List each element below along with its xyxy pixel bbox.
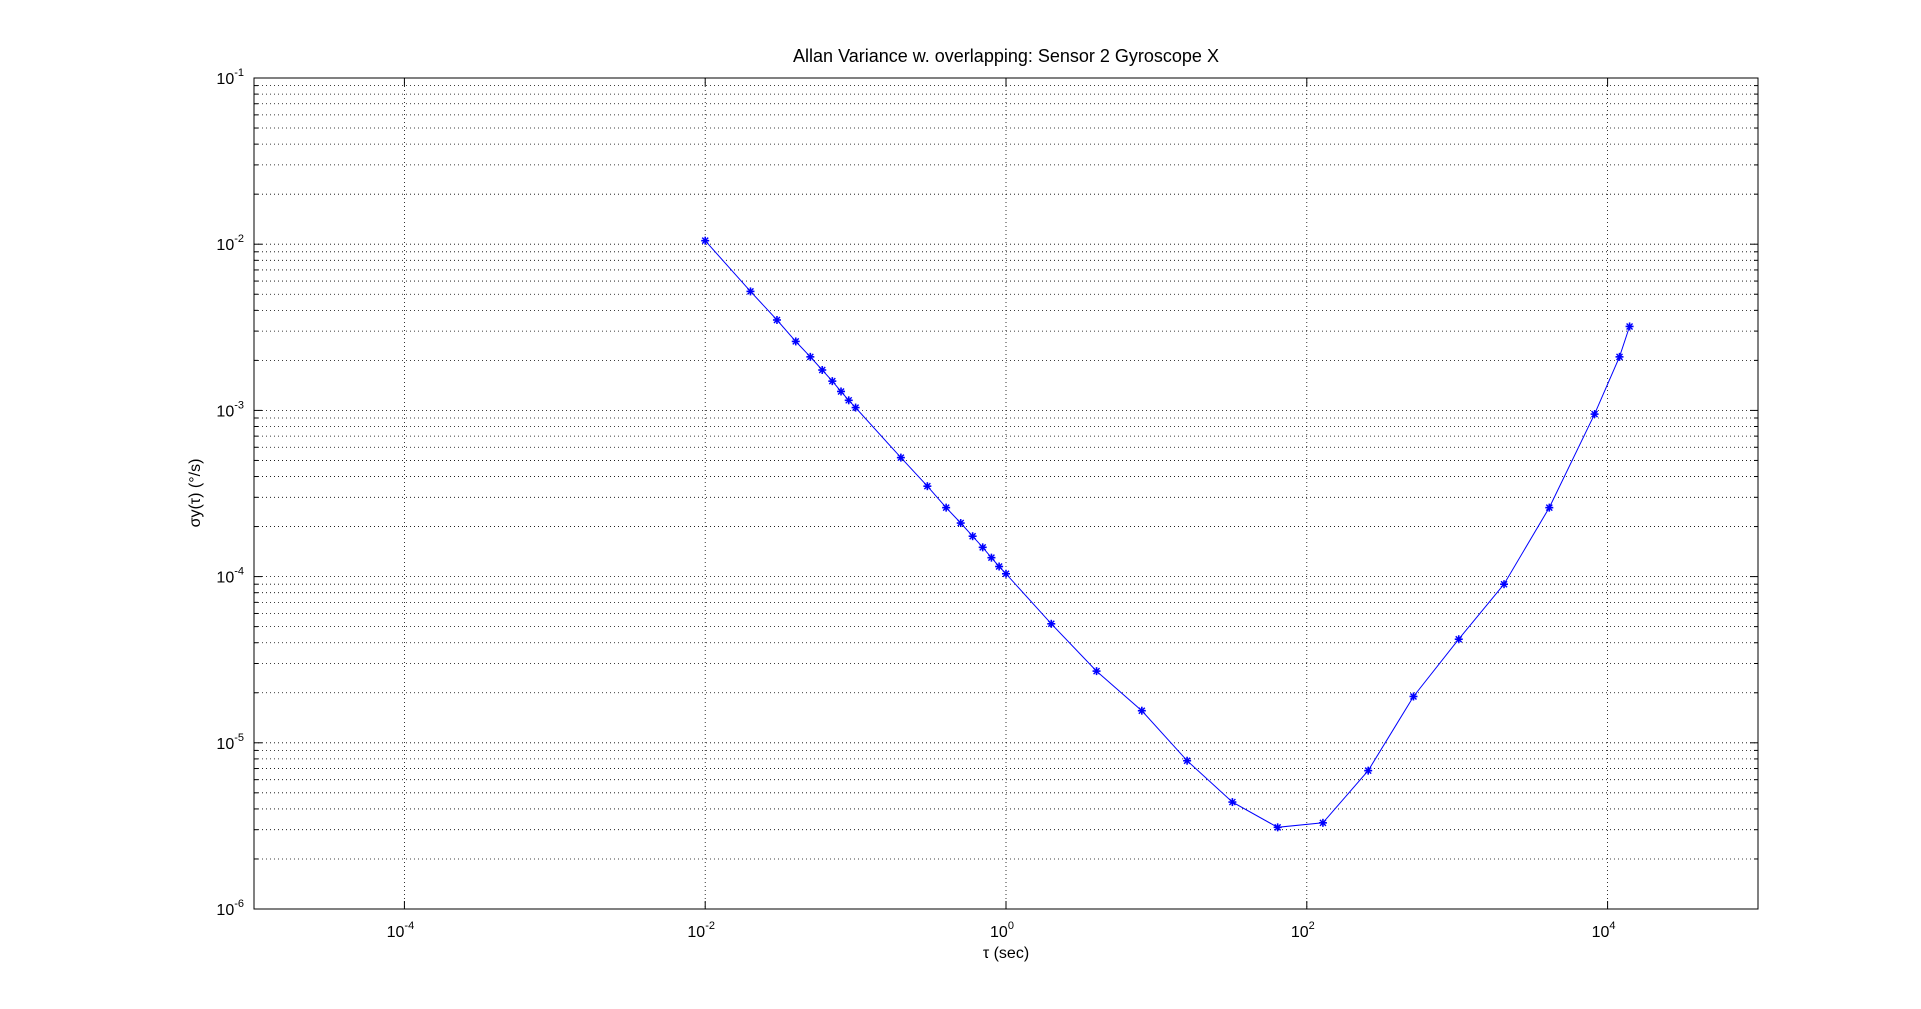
marker-stroke [897, 454, 905, 462]
marker-stroke [806, 353, 814, 361]
x-axis-label: τ (sec) [983, 945, 1029, 962]
marker-stroke [1455, 635, 1463, 643]
x-tick-label: 10-4 [387, 920, 415, 941]
marker-stroke [818, 366, 826, 374]
series-line [704, 240, 1631, 828]
marker-stroke [969, 532, 977, 540]
data-point [956, 519, 965, 528]
data-point [1318, 818, 1327, 827]
marker-stroke [1183, 757, 1191, 765]
data-point [828, 377, 837, 386]
data-point [1137, 706, 1146, 715]
y-tick-label: 10-6 [216, 898, 244, 919]
data-series [701, 236, 1634, 832]
marker-stroke [1319, 819, 1327, 827]
x-tick-label: 100 [990, 920, 1014, 941]
data-point [995, 562, 1004, 571]
data-point [1454, 635, 1463, 644]
data-point [837, 387, 846, 396]
marker-stroke [942, 504, 950, 512]
data-point [1615, 352, 1624, 361]
data-point [791, 337, 800, 346]
data-point [942, 503, 951, 512]
marker-stroke [1093, 667, 1101, 675]
y-tick-label: 10-4 [216, 566, 244, 587]
data-point [1183, 756, 1192, 765]
marker-stroke [1047, 620, 1055, 628]
marker-stroke [979, 543, 987, 551]
y-tick-label: 10-1 [216, 67, 244, 88]
data-point [978, 543, 987, 552]
data-point [844, 396, 853, 405]
marker-stroke [1545, 504, 1553, 512]
y-axis-label: σy(τ) (°/s) [187, 459, 204, 528]
data-point [818, 366, 827, 375]
data-point [772, 315, 781, 324]
chart-title: Allan Variance w. overlapping: Sensor 2 … [793, 46, 1219, 66]
data-point [1409, 692, 1418, 701]
marker-stroke [1591, 410, 1599, 418]
axis-ticks [254, 78, 1758, 910]
data-point [1625, 322, 1634, 331]
y-tick-label: 10-5 [216, 732, 244, 753]
y-tick-label: 10-2 [216, 233, 244, 254]
marker-stroke [1500, 580, 1508, 588]
data-point [701, 236, 710, 245]
data-point [1590, 410, 1599, 419]
data-point [1047, 619, 1056, 628]
x-tick-label: 10-2 [687, 920, 715, 941]
marker-stroke [1138, 707, 1146, 715]
marker-stroke [852, 404, 860, 412]
data-point [1500, 580, 1509, 589]
marker-stroke [1002, 570, 1010, 578]
data-point [746, 287, 755, 296]
marker-stroke [1409, 692, 1417, 700]
marker-stroke [1364, 767, 1372, 775]
data-point [923, 482, 932, 491]
marker-stroke [701, 237, 709, 245]
marker-stroke [845, 396, 853, 404]
marker-stroke [1626, 322, 1634, 330]
data-point [987, 553, 996, 562]
y-tick-label: 10-3 [216, 399, 244, 420]
marker-stroke [987, 554, 995, 562]
data-point [851, 403, 860, 412]
marker-stroke [746, 287, 754, 295]
data-point [806, 352, 815, 361]
marker-stroke [837, 387, 845, 395]
x-tick-label: 104 [1592, 920, 1616, 941]
marker-stroke [957, 519, 965, 527]
marker-stroke [923, 482, 931, 490]
data-point [1002, 569, 1010, 578]
marker-stroke [792, 337, 800, 345]
data-point [968, 532, 977, 541]
data-point [1545, 503, 1554, 512]
marker-stroke [773, 316, 781, 324]
marker-stroke [1228, 798, 1236, 806]
x-tick-label: 102 [1291, 920, 1315, 941]
marker-stroke [1616, 353, 1624, 361]
tick-labels: 10-4 10-2 100 102 104 10-1 10-2 10-3 10-4 10-5 10-… [216, 67, 1615, 941]
data-point [1364, 766, 1373, 775]
data-point [1228, 798, 1237, 807]
marker-stroke [1274, 823, 1282, 831]
data-point [896, 453, 905, 462]
data-point [1092, 667, 1101, 676]
marker-stroke [995, 563, 1003, 571]
marker-stroke [828, 377, 836, 385]
data-point [1273, 823, 1282, 832]
